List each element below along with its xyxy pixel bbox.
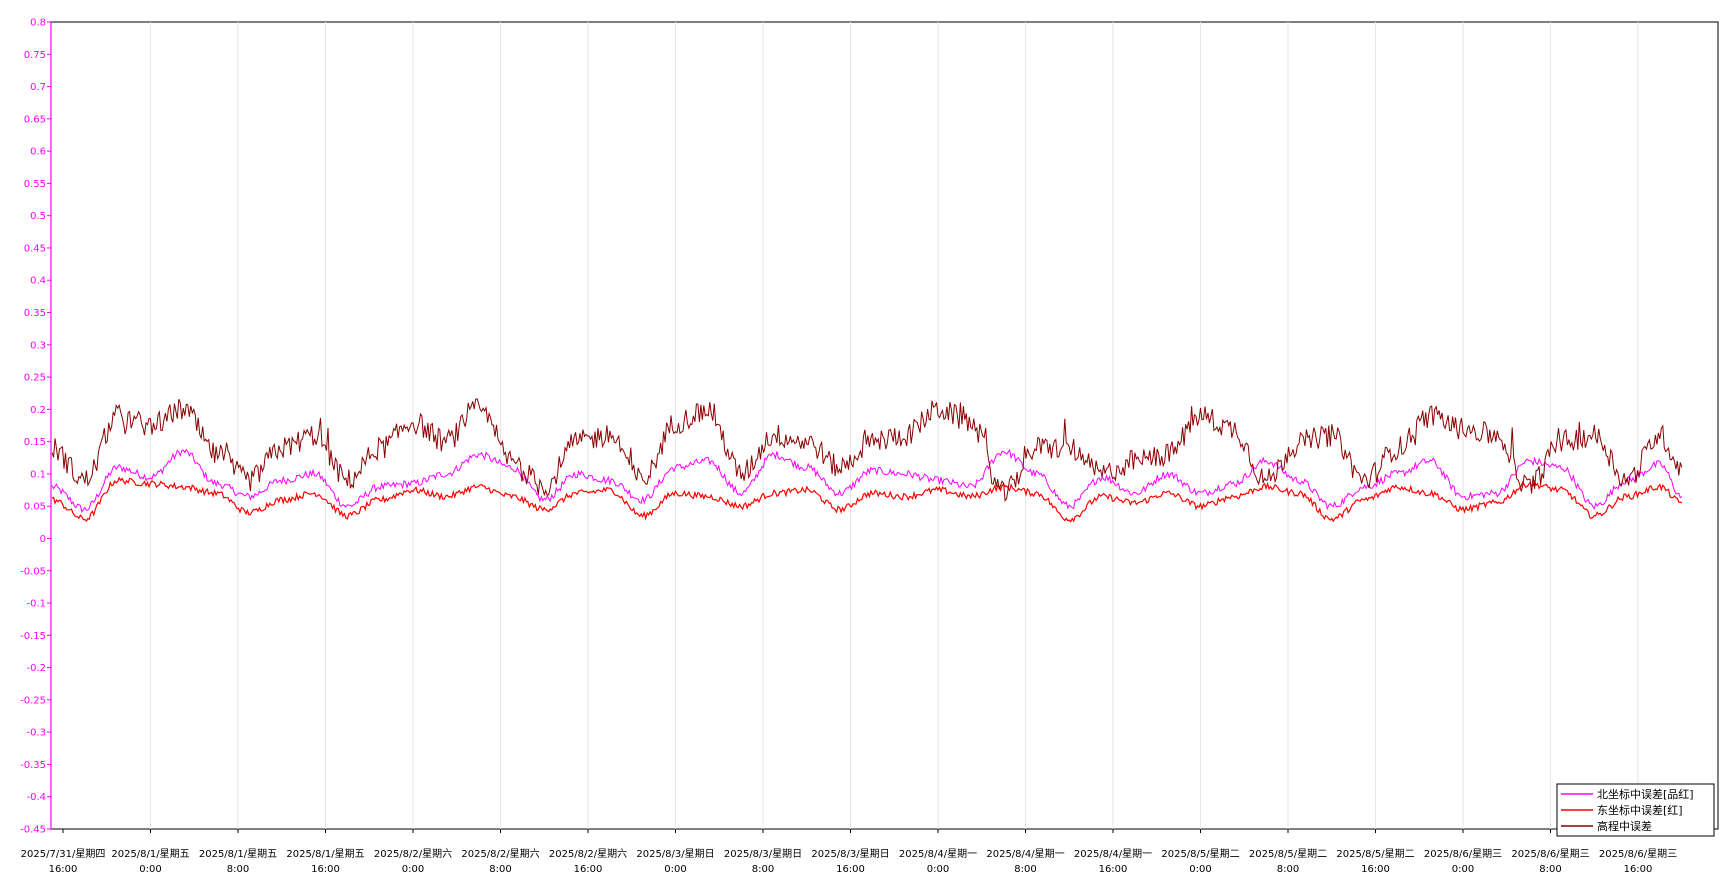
y-tick-label: 0.65 xyxy=(24,114,46,125)
y-tick-label: -0.2 xyxy=(26,663,46,674)
y-tick-label: -0.05 xyxy=(20,566,46,577)
x-tick-date: 2025/8/4/星期一 xyxy=(899,848,977,860)
plot-frame xyxy=(50,21,1719,830)
x-tick-time: 8:00 xyxy=(1277,864,1299,875)
y-tick-label: 0.25 xyxy=(24,373,46,384)
grid xyxy=(50,21,1719,830)
y-tick-label: 0.2 xyxy=(30,405,46,416)
x-tick-time: 0:00 xyxy=(664,864,686,875)
x-tick-date: 2025/8/2/星期六 xyxy=(374,848,452,860)
series-line-2 xyxy=(51,476,1683,523)
legend-label[interactable]: 北坐标中误差[品红] xyxy=(1597,787,1694,801)
y-tick-label: 0.45 xyxy=(24,243,46,254)
x-tick-date: 2025/8/5/星期二 xyxy=(1161,848,1239,860)
series-line-1 xyxy=(51,448,1683,514)
y-tick-label: 0.8 xyxy=(30,18,46,29)
x-tick-time: 8:00 xyxy=(227,864,249,875)
y-tick-label: 0.7 xyxy=(30,82,46,93)
x-tick-date: 2025/8/1/星期五 xyxy=(199,848,277,860)
y-tick-label: 0.55 xyxy=(24,179,46,190)
x-tick-time: 16:00 xyxy=(1099,864,1128,875)
y-axis: 0.8 0.75 0.7 0.65 0.6 0.55 0.5 0.45 0.4 0.35 0.3 0.… xyxy=(20,18,52,836)
y-tick-label: 0.5 xyxy=(30,211,46,222)
y-tick-label: -0.15 xyxy=(20,631,46,642)
y-tick-label: -0.1 xyxy=(26,599,46,610)
x-tick-time: 0:00 xyxy=(1452,864,1474,875)
x-tick-date: 2025/8/3/星期日 xyxy=(724,848,802,860)
legend[interactable]: 北坐标中误差[品红] 东坐标中误差[红] 高程中误差 xyxy=(1556,783,1715,837)
y-tick-label: 0.4 xyxy=(30,276,46,287)
x-tick-time: 0:00 xyxy=(139,864,161,875)
y-tick-label: -0.45 xyxy=(20,825,46,836)
y-tick-label: 0.75 xyxy=(24,50,46,61)
y-tick-label: 0 xyxy=(40,534,46,545)
y-tick-label: 0.35 xyxy=(24,308,46,319)
y-tick-label: -0.4 xyxy=(26,792,46,803)
legend-label[interactable]: 东坐标中误差[红] xyxy=(1597,803,1683,817)
x-tick-time: 16:00 xyxy=(574,864,603,875)
y-tick-label: 0.3 xyxy=(30,340,46,351)
x-tick-date: 2025/8/2/星期六 xyxy=(549,848,627,860)
x-tick-date: 2025/8/6/星期三 xyxy=(1599,848,1677,860)
x-tick-date: 2025/8/5/星期二 xyxy=(1249,848,1327,860)
x-tick-date: 2025/8/1/星期五 xyxy=(286,848,364,860)
x-tick-time: 0:00 xyxy=(927,864,949,875)
x-tick-date: 2025/8/4/星期一 xyxy=(1074,848,1152,860)
x-tick-date: 2025/7/31/星期四 xyxy=(21,848,106,860)
x-tick-time: 16:00 xyxy=(1624,864,1653,875)
x-axis: 2025/7/31/星期四 16:00 2025/8/1/星期五 0:00 2025/8… xyxy=(21,829,1677,875)
y-tick-label: 0.15 xyxy=(24,437,46,448)
x-tick-time: 8:00 xyxy=(1539,864,1561,875)
x-tick-date: 2025/8/3/星期日 xyxy=(636,848,714,860)
x-tick-time: 0:00 xyxy=(402,864,424,875)
x-tick-time: 16:00 xyxy=(836,864,865,875)
x-tick-date: 2025/8/2/星期六 xyxy=(461,848,539,860)
legend-label[interactable]: 高程中误差 xyxy=(1597,819,1652,833)
y-tick-label: 0.05 xyxy=(24,502,46,513)
series-group xyxy=(51,398,1683,523)
y-tick-label: -0.25 xyxy=(20,695,46,706)
x-tick-date: 2025/8/6/星期三 xyxy=(1511,848,1589,860)
x-tick-date: 2025/8/1/星期五 xyxy=(111,848,189,860)
series-line-3 xyxy=(51,398,1683,502)
y-tick-label: -0.35 xyxy=(20,760,46,771)
x-tick-time: 8:00 xyxy=(752,864,774,875)
y-tick-label: 0.6 xyxy=(30,147,46,158)
x-tick-time: 16:00 xyxy=(49,864,78,875)
y-tick-label: -0.3 xyxy=(26,728,46,739)
x-tick-date: 2025/8/4/星期一 xyxy=(986,848,1064,860)
y-tick-label: 0.1 xyxy=(30,469,46,480)
x-tick-time: 16:00 xyxy=(311,864,340,875)
x-tick-time: 16:00 xyxy=(1361,864,1390,875)
x-tick-time: 8:00 xyxy=(489,864,511,875)
x-tick-time: 8:00 xyxy=(1014,864,1036,875)
x-tick-date: 2025/8/6/星期三 xyxy=(1424,848,1502,860)
x-tick-time: 0:00 xyxy=(1189,864,1211,875)
x-tick-date: 2025/8/5/星期二 xyxy=(1336,848,1414,860)
x-tick-date: 2025/8/3/星期日 xyxy=(811,848,889,860)
